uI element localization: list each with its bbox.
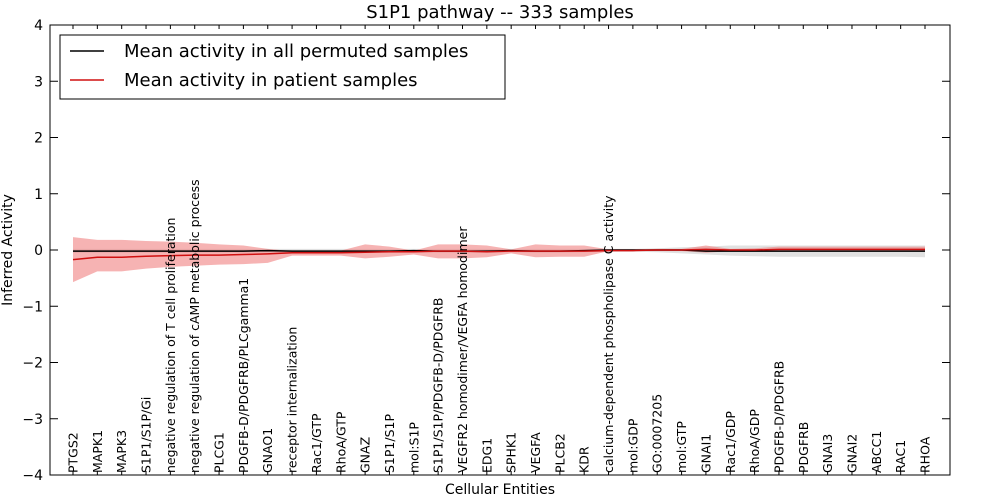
series-line-1 bbox=[72, 248, 925, 261]
x-tick-label: ABCC1 bbox=[869, 431, 884, 473]
y-tick-label: −4 bbox=[22, 468, 43, 484]
chart-title: S1P1 pathway -- 333 samples bbox=[366, 2, 634, 23]
x-tick-label: negative regulation of T cell proliferat… bbox=[163, 218, 178, 473]
x-axis-label: Cellular Entities bbox=[445, 482, 555, 498]
x-axis: PTGS2 MAPK1 MAPK3 S1P1/S1P/Gi negative regul… bbox=[66, 25, 933, 475]
confidence-band-1 bbox=[73, 237, 925, 283]
legend: Mean activity in all permuted samples Me… bbox=[59, 34, 506, 100]
x-tick-label: PDGFB-D/PDGFRB/PLCgamma1 bbox=[236, 278, 251, 473]
x-tick-label: RhoA/GDP bbox=[747, 409, 762, 473]
x-tick-label: EDG1 bbox=[479, 438, 494, 473]
x-tick-label: RAC1 bbox=[893, 440, 908, 473]
x-tick-label: RhoA/GTP bbox=[333, 411, 348, 473]
series-lines bbox=[72, 248, 925, 261]
x-tick-label: VEGFA bbox=[528, 432, 543, 473]
x-tick-label: GNAO1 bbox=[260, 428, 275, 473]
y-tick-label: −2 bbox=[22, 356, 43, 372]
x-tick-label: PTGS2 bbox=[66, 432, 81, 473]
x-tick-label: KDR bbox=[577, 446, 592, 473]
x-tick-label: Rac1/GTP bbox=[309, 413, 324, 473]
x-tick-label: PLCG1 bbox=[212, 432, 227, 473]
x-tick-label: calcium-dependent phospholipase C activi… bbox=[601, 195, 616, 473]
legend-box bbox=[59, 34, 506, 100]
x-tick-label: PDGFRB bbox=[796, 422, 811, 473]
x-tick-label: S1P1/S1P bbox=[382, 414, 397, 473]
y-tick-label: 2 bbox=[34, 131, 43, 147]
y-axis-label: Inferred Activity bbox=[0, 194, 16, 306]
x-tick-label: SPHK1 bbox=[504, 432, 519, 473]
x-tick-label: GNAI2 bbox=[844, 434, 859, 473]
x-tick-label: mol:GTP bbox=[674, 421, 689, 473]
x-tick-label: S1P1/S1P/Gi bbox=[139, 397, 154, 473]
x-tick-label: GNAI1 bbox=[698, 434, 713, 473]
x-tick-label: PDGFB-D/PDGFRB bbox=[771, 361, 786, 473]
x-tick-label: mol:S1P bbox=[406, 422, 421, 473]
x-tick-label: PLCB2 bbox=[552, 433, 567, 473]
x-tick-label: mol:GDP bbox=[625, 418, 640, 473]
x-tick-label: MAPK1 bbox=[90, 430, 105, 473]
legend-label-permuted: Mean activity in all permuted samples bbox=[124, 41, 468, 62]
x-tick-label: GNAZ bbox=[358, 437, 373, 473]
y-tick-label: 3 bbox=[34, 74, 43, 90]
x-tick-label: S1P1/S1P/PDGFB-D/PDGFRB bbox=[431, 298, 446, 474]
y-tick-label: 0 bbox=[34, 243, 43, 259]
y-tick-label: −1 bbox=[22, 299, 43, 315]
x-tick-label: RHOA bbox=[918, 436, 933, 473]
x-tick-label: negative regulation of cAMP metabolic pr… bbox=[187, 179, 202, 473]
y-axis: 4 3 2 1 0 −1 −2 −3 −4 bbox=[22, 18, 950, 484]
x-tick-label: Rac1/GDP bbox=[723, 411, 738, 473]
x-tick-label: MAPK3 bbox=[114, 430, 129, 473]
y-tick-label: −3 bbox=[22, 412, 43, 428]
x-tick-label: VEGFR2 homodimer/VEGFA homodimer bbox=[455, 226, 470, 473]
y-tick-label: 4 bbox=[34, 18, 43, 34]
x-tick-label: GO:0007205 bbox=[650, 394, 665, 473]
y-tick-label: 1 bbox=[34, 187, 43, 203]
x-tick-label: GNAI3 bbox=[820, 434, 835, 473]
legend-label-patient: Mean activity in patient samples bbox=[124, 70, 418, 91]
x-tick-label: receptor internalization bbox=[285, 327, 300, 473]
